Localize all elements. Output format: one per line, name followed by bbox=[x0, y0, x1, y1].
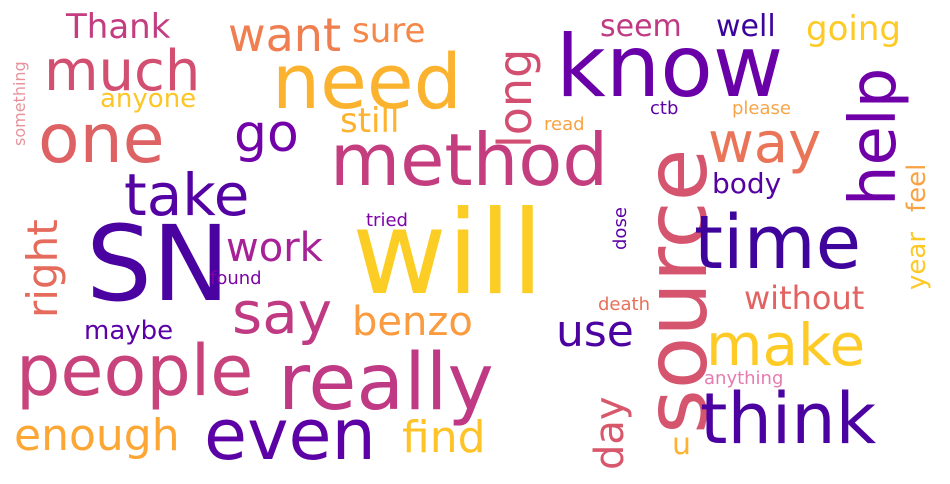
word-method: method bbox=[330, 118, 609, 202]
word-sure: sure bbox=[352, 11, 426, 51]
word-time: time bbox=[694, 200, 862, 286]
word-will: will bbox=[352, 186, 544, 321]
word-dose: dose bbox=[610, 207, 631, 250]
word-death: death bbox=[598, 294, 650, 315]
word-say: say bbox=[232, 279, 333, 347]
word-read: read bbox=[544, 114, 585, 135]
word-want: want bbox=[228, 8, 342, 62]
word-maybe: maybe bbox=[84, 316, 174, 346]
word-help: help bbox=[837, 67, 911, 206]
word-year: year bbox=[902, 231, 932, 290]
word-sn: SN bbox=[86, 203, 230, 325]
word-anything: anything bbox=[704, 368, 784, 389]
word-ctb: ctb bbox=[650, 98, 679, 119]
word-right: right bbox=[18, 219, 67, 318]
word-enough: enough bbox=[14, 410, 180, 461]
word-u: u bbox=[672, 427, 692, 462]
word-really: really bbox=[278, 338, 494, 428]
word-people: people bbox=[16, 330, 254, 412]
word-work: work bbox=[226, 225, 323, 271]
word-seem: seem bbox=[600, 9, 682, 44]
word-anyone: anyone bbox=[100, 84, 197, 114]
word-going: going bbox=[806, 9, 901, 49]
word-body: body bbox=[712, 167, 782, 200]
word-way: way bbox=[708, 111, 822, 176]
word-long: long bbox=[488, 48, 542, 148]
word-even: even bbox=[204, 394, 376, 476]
word-think: think bbox=[700, 378, 877, 460]
word-make: make bbox=[706, 311, 866, 379]
word-found: found bbox=[210, 268, 262, 289]
word-please: please bbox=[732, 98, 791, 119]
word-one: one bbox=[38, 100, 165, 179]
word-much: much bbox=[44, 39, 201, 104]
word-benzo: benzo bbox=[352, 299, 473, 345]
word-use: use bbox=[556, 306, 634, 357]
word-find: find bbox=[402, 412, 486, 463]
word-know: know bbox=[556, 17, 784, 117]
word-day: day bbox=[587, 396, 633, 470]
word-something: something bbox=[10, 61, 29, 146]
word-tried: tried bbox=[366, 210, 408, 231]
word-thank: Thank bbox=[66, 7, 171, 47]
word-feel: feel bbox=[902, 163, 932, 212]
word-well: well bbox=[716, 9, 776, 44]
word-go: go bbox=[234, 104, 299, 164]
word-take: take bbox=[124, 161, 250, 229]
word-without: without bbox=[744, 279, 865, 317]
word-need: need bbox=[272, 37, 462, 126]
word-still: still bbox=[340, 101, 400, 141]
